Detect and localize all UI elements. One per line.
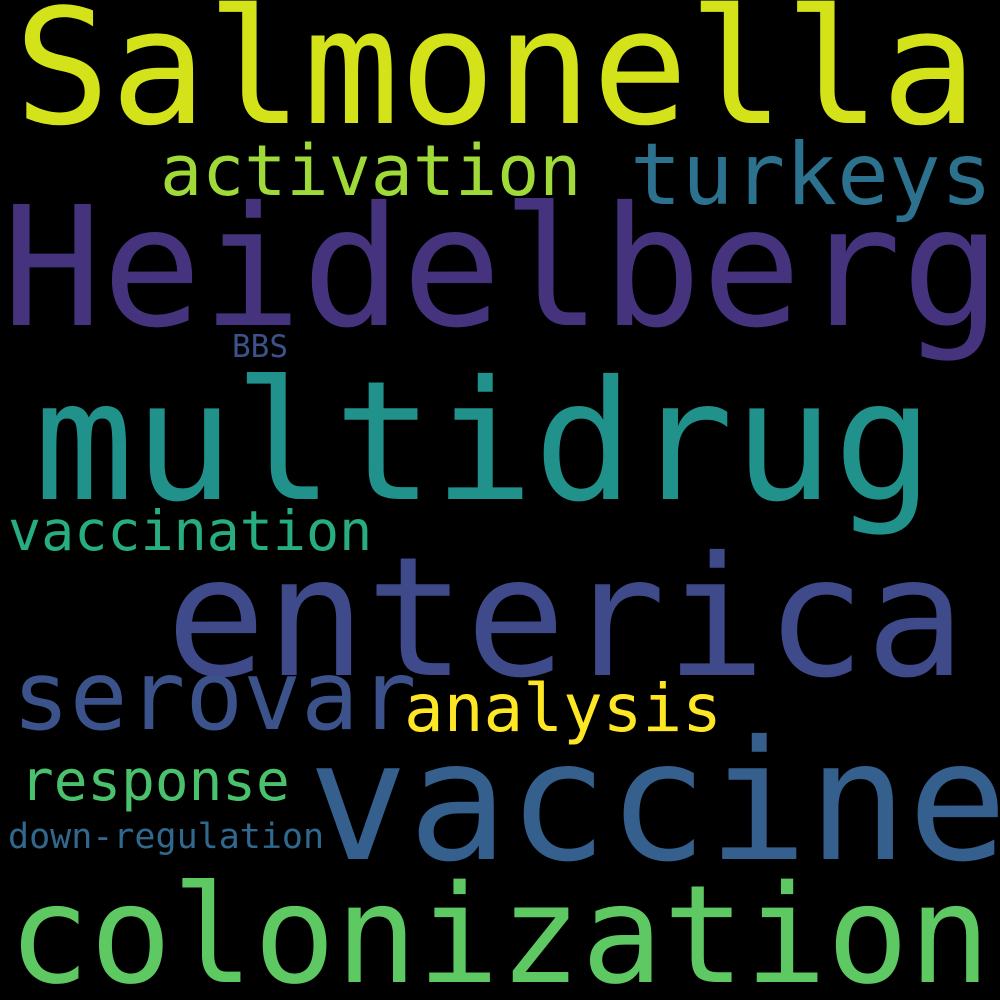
word-vaccine: vaccine (308, 706, 1000, 899)
word-vaccination: vaccination (8, 499, 373, 563)
word-analysis: analysis (404, 670, 722, 747)
word-serovar: serovar (12, 640, 417, 752)
word-multidrug: multidrug (34, 346, 934, 539)
word-enterica: enterica (166, 522, 966, 715)
word-salmonella: Salmonella (14, 0, 978, 161)
word-activation: activation (160, 130, 582, 212)
word-heidelberg: Heidelberg (2, 172, 1000, 365)
word-response: response (20, 749, 290, 814)
word-colonization: colonization (8, 857, 991, 1000)
word-down-regulation: down-regulation (8, 817, 325, 857)
word-turkeys: turkeys (630, 125, 993, 225)
word-bbs: BBS (232, 329, 288, 365)
